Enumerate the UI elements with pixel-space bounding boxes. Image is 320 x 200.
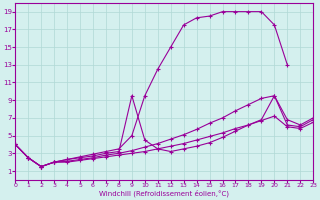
X-axis label: Windchill (Refroidissement éolien,°C): Windchill (Refroidissement éolien,°C) [99, 190, 229, 197]
